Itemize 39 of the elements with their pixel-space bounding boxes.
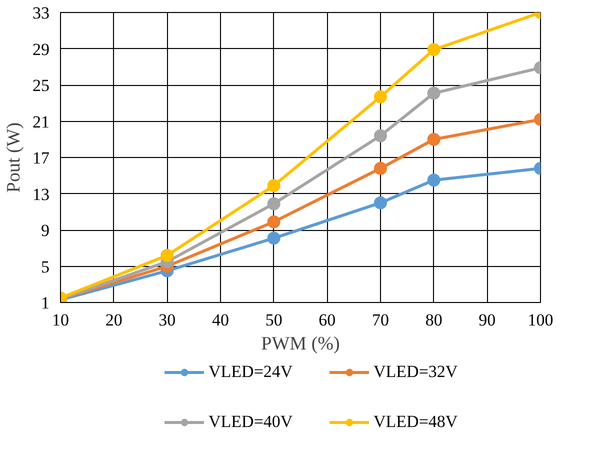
y-tick-label: 21 bbox=[32, 112, 50, 132]
y-tick-label: 33 bbox=[32, 4, 50, 22]
point bbox=[267, 197, 280, 210]
x-tick-label: 60 bbox=[318, 310, 336, 330]
x-tick-label: 40 bbox=[212, 310, 229, 330]
legend-label: VLED=48V bbox=[374, 412, 459, 432]
y-tick-label: 17 bbox=[32, 148, 50, 168]
point bbox=[427, 86, 440, 100]
point bbox=[374, 162, 387, 175]
point bbox=[374, 90, 387, 104]
point bbox=[427, 43, 440, 56]
point bbox=[427, 174, 440, 187]
line-series bbox=[60, 12, 540, 302]
x-tick-label: 20 bbox=[105, 310, 122, 330]
point bbox=[267, 179, 280, 192]
point bbox=[374, 129, 387, 142]
y-tick-label: 1 bbox=[41, 294, 50, 312]
y-tick-label: 5 bbox=[41, 257, 50, 276]
x-tick-label: 80 bbox=[425, 310, 442, 330]
point bbox=[267, 232, 280, 245]
y-tick-label: 25 bbox=[32, 76, 50, 95]
x-tick-label: 90 bbox=[478, 310, 496, 330]
x-axis-title: PWM (%) bbox=[261, 334, 340, 354]
legend-label: VLED=40V bbox=[208, 412, 294, 432]
x-tick-label: 30 bbox=[158, 310, 176, 330]
y-tick-label: 9 bbox=[41, 221, 50, 240]
point bbox=[427, 132, 440, 146]
y-tick-label: 13 bbox=[32, 184, 50, 204]
legend-label: VLED=32V bbox=[374, 362, 459, 382]
x-tick-label: 70 bbox=[372, 310, 389, 330]
y-tick-label: 29 bbox=[32, 40, 50, 59]
point bbox=[374, 196, 387, 210]
legend-label: VLED=24V bbox=[208, 362, 294, 382]
x-tick-label: 10 bbox=[52, 310, 69, 330]
point bbox=[160, 248, 174, 262]
point bbox=[267, 215, 280, 228]
x-tick-label: 50 bbox=[265, 310, 282, 330]
y-axis-title: Pout (W) bbox=[4, 122, 24, 193]
x-tick-label: 100 bbox=[528, 310, 554, 330]
